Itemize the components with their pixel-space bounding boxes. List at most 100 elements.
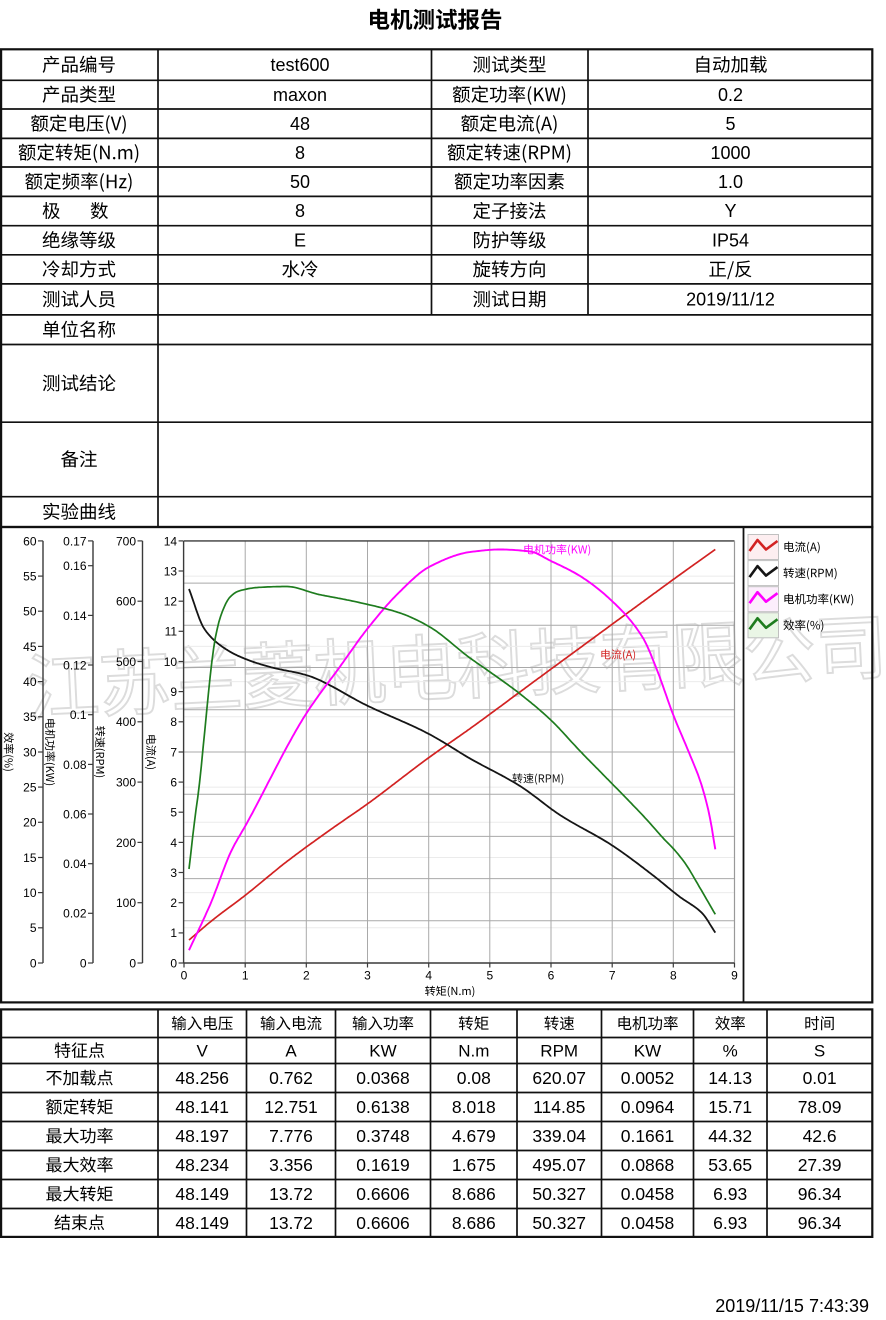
- svg-text:E: E: [294, 230, 306, 250]
- svg-text:8: 8: [170, 715, 177, 729]
- svg-text:13.72: 13.72: [269, 1184, 313, 1204]
- svg-text:45: 45: [23, 640, 37, 654]
- svg-text:0.08: 0.08: [63, 758, 87, 772]
- svg-text:9: 9: [731, 969, 738, 983]
- svg-text:0: 0: [80, 956, 87, 970]
- svg-text:7: 7: [170, 745, 177, 759]
- svg-text:15.71: 15.71: [708, 1097, 752, 1117]
- svg-text:maxon: maxon: [273, 85, 327, 105]
- svg-text:KW: KW: [369, 1042, 396, 1061]
- svg-text:48.234: 48.234: [175, 1155, 229, 1175]
- svg-text:%: %: [723, 1042, 738, 1061]
- svg-text:7: 7: [609, 969, 616, 983]
- svg-text:78.09: 78.09: [798, 1097, 842, 1117]
- svg-text:0.01: 0.01: [803, 1068, 837, 1088]
- svg-text:8: 8: [670, 969, 677, 983]
- svg-text:25: 25: [23, 781, 37, 795]
- svg-text:4.679: 4.679: [452, 1126, 496, 1146]
- svg-text:0.6606: 0.6606: [356, 1184, 410, 1204]
- svg-text:0.0368: 0.0368: [356, 1068, 410, 1088]
- svg-text:S: S: [814, 1042, 825, 1061]
- svg-text:0.06: 0.06: [63, 807, 87, 821]
- svg-text:42.6: 42.6: [803, 1126, 837, 1146]
- svg-text:0.6606: 0.6606: [356, 1213, 410, 1233]
- svg-text:0.0964: 0.0964: [621, 1097, 675, 1117]
- svg-text:48.197: 48.197: [175, 1126, 229, 1146]
- svg-text:0.2: 0.2: [718, 85, 743, 105]
- svg-text:10: 10: [164, 655, 178, 669]
- svg-text:5: 5: [486, 969, 493, 983]
- svg-text:5: 5: [170, 806, 177, 820]
- svg-text:8.018: 8.018: [452, 1097, 496, 1117]
- svg-text:6: 6: [548, 969, 555, 983]
- svg-text:0: 0: [181, 969, 188, 983]
- svg-text:5: 5: [725, 114, 735, 134]
- svg-text:10: 10: [23, 886, 37, 900]
- svg-text:0.3748: 0.3748: [356, 1126, 410, 1146]
- svg-text:5: 5: [30, 921, 37, 935]
- svg-text:1: 1: [170, 926, 177, 940]
- svg-text:0.1619: 0.1619: [356, 1155, 410, 1175]
- svg-text:1.0: 1.0: [718, 172, 743, 192]
- svg-text:35: 35: [23, 710, 37, 724]
- svg-text:50.327: 50.327: [532, 1184, 586, 1204]
- svg-text:339.04: 339.04: [532, 1126, 586, 1146]
- svg-text:100: 100: [116, 896, 136, 910]
- svg-text:8.686: 8.686: [452, 1184, 496, 1204]
- svg-text:0: 0: [129, 956, 136, 970]
- svg-text:50: 50: [290, 172, 310, 192]
- svg-text:0.02: 0.02: [63, 907, 87, 921]
- svg-text:500: 500: [116, 655, 136, 669]
- svg-text:700: 700: [116, 534, 136, 548]
- svg-text:60: 60: [23, 534, 37, 548]
- svg-text:8.686: 8.686: [452, 1213, 496, 1233]
- svg-text:44.32: 44.32: [708, 1126, 752, 1146]
- svg-text:6.93: 6.93: [713, 1213, 747, 1233]
- svg-text:0.762: 0.762: [269, 1068, 313, 1088]
- svg-text:4: 4: [425, 969, 432, 983]
- svg-text:114.85: 114.85: [533, 1097, 585, 1117]
- svg-text:IP54: IP54: [712, 230, 749, 250]
- svg-text:N.m: N.m: [458, 1042, 489, 1061]
- svg-text:27.39: 27.39: [798, 1155, 842, 1175]
- svg-text:3: 3: [364, 969, 371, 983]
- svg-text:15: 15: [23, 851, 37, 865]
- svg-text:2: 2: [170, 896, 177, 910]
- svg-text:test600: test600: [270, 55, 329, 75]
- svg-text:50.327: 50.327: [532, 1213, 586, 1233]
- svg-text:20: 20: [23, 816, 37, 830]
- svg-text:2019/11/15 7:43:39: 2019/11/15 7:43:39: [715, 1296, 869, 1316]
- svg-text:6.93: 6.93: [713, 1184, 747, 1204]
- svg-text:53.65: 53.65: [708, 1155, 752, 1175]
- svg-text:200: 200: [116, 836, 136, 850]
- svg-text:1: 1: [242, 969, 249, 983]
- svg-text:13.72: 13.72: [269, 1213, 313, 1233]
- svg-text:V: V: [197, 1042, 209, 1061]
- svg-text:14: 14: [164, 534, 178, 548]
- svg-text:0.08: 0.08: [457, 1068, 491, 1088]
- svg-text:96.34: 96.34: [798, 1213, 842, 1233]
- svg-text:48.256: 48.256: [175, 1068, 229, 1088]
- svg-text:0.0458: 0.0458: [621, 1213, 675, 1233]
- svg-text:30: 30: [23, 745, 37, 759]
- svg-text:55: 55: [23, 570, 37, 584]
- svg-text:0.1: 0.1: [70, 708, 87, 722]
- svg-text:0.0052: 0.0052: [621, 1068, 675, 1088]
- svg-text:8: 8: [295, 201, 305, 221]
- svg-text:0.1661: 0.1661: [621, 1126, 675, 1146]
- svg-text:3.356: 3.356: [269, 1155, 313, 1175]
- svg-text:620.07: 620.07: [532, 1068, 586, 1088]
- svg-text:1000: 1000: [710, 143, 750, 163]
- svg-text:0: 0: [30, 956, 37, 970]
- svg-text:4: 4: [170, 836, 177, 850]
- svg-text:3: 3: [170, 866, 177, 880]
- svg-text:11: 11: [165, 625, 178, 639]
- svg-text:0.6138: 0.6138: [356, 1097, 410, 1117]
- svg-text:14.13: 14.13: [708, 1068, 752, 1088]
- svg-text:9: 9: [170, 685, 177, 699]
- svg-text:48.149: 48.149: [175, 1213, 229, 1233]
- svg-text:12.751: 12.751: [264, 1097, 318, 1117]
- svg-text:0.16: 0.16: [63, 559, 87, 573]
- svg-text:48: 48: [290, 114, 310, 134]
- svg-text:400: 400: [116, 715, 136, 729]
